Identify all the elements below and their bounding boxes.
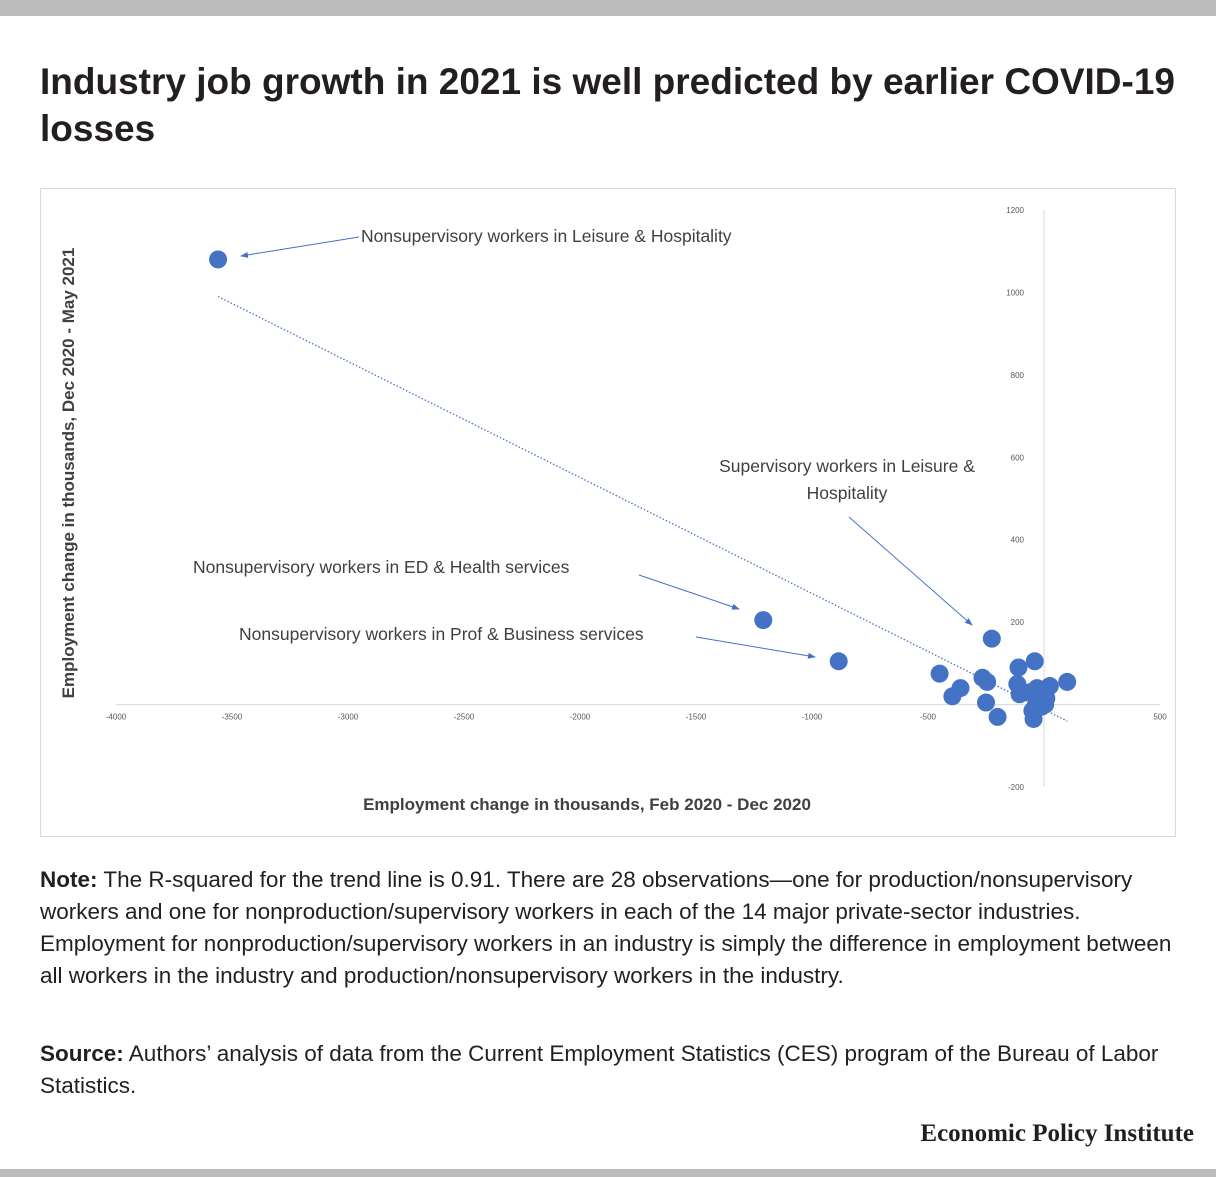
scatter-point — [829, 652, 848, 671]
source-label: Source: — [40, 1041, 124, 1066]
chart-frame: -4000 -3500 -3000 -2500 -2000 -1500 -1000 -500 5… — [40, 188, 1176, 837]
note-label: Note: — [40, 867, 98, 892]
x-tick-label: -1000 — [802, 713, 823, 722]
y-tick-label: 400 — [1011, 536, 1025, 545]
scatter-point — [982, 629, 1001, 648]
annotation-label: Supervisory workers in Leisure & — [719, 456, 975, 476]
y-tick-label: 200 — [1011, 618, 1025, 627]
y-tick-label: 600 — [1011, 453, 1025, 462]
x-tick-label: -500 — [920, 713, 937, 722]
annotation-label: Nonsupervisory workers in Leisure & Hosp… — [361, 226, 732, 246]
note-text: The R-squared for the trend line is 0.91… — [40, 867, 1172, 988]
chart-title: Industry job growth in 2021 is well pred… — [40, 61, 1175, 149]
annotation-label: Nonsupervisory workers in ED & Health se… — [193, 557, 570, 577]
top-border-bar — [0, 0, 1216, 16]
annotation-arrow — [695, 636, 816, 659]
x-tick-label: -3500 — [222, 713, 243, 722]
x-tick-label: -3000 — [338, 713, 359, 722]
scatter-point — [978, 672, 997, 691]
scatter-chart: -4000 -3500 -3000 -2500 -2000 -1500 -1000 -500 5… — [59, 206, 1167, 814]
scatter-point — [1040, 677, 1059, 696]
scatter-point — [1025, 652, 1044, 671]
scatter-point — [1030, 693, 1049, 712]
scatter-point — [988, 707, 1007, 726]
scatter-point — [1024, 709, 1043, 728]
chart-note: Note: The R-squared for the trend line i… — [40, 864, 1180, 992]
annotation-arrow — [638, 574, 740, 610]
annotation-arrow — [848, 516, 973, 626]
annotation-arrow — [240, 236, 360, 258]
trend-line — [217, 295, 1068, 722]
y-axis-title: Employment change in thousands, Dec 2020… — [59, 248, 78, 699]
x-tick-label: 500 — [1153, 713, 1167, 722]
scatter-point — [1058, 672, 1077, 691]
annotation-label: Nonsupervisory workers in Prof & Busines… — [239, 624, 644, 644]
scatter-point — [977, 693, 995, 712]
y-tick-label: 800 — [1011, 371, 1025, 380]
x-tick-label: -2500 — [454, 713, 475, 722]
y-tick-label: 1000 — [1006, 288, 1024, 297]
annotation-label: Hospitality — [807, 483, 888, 503]
y-tick-label: 1200 — [1006, 206, 1024, 215]
scatter-point — [1009, 658, 1028, 677]
scatter-point — [209, 250, 228, 269]
scatter-point — [930, 664, 949, 683]
bottom-border-bar — [0, 1169, 1216, 1177]
x-tick-label: -2000 — [570, 713, 591, 722]
x-tick-label: -1500 — [686, 713, 707, 722]
source-text: Authors’ analysis of data from the Curre… — [40, 1041, 1159, 1098]
y-tick-label: -200 — [1008, 783, 1025, 792]
scatter-point — [951, 679, 970, 698]
x-axis-title: Employment change in thousands, Feb 2020… — [363, 795, 811, 814]
chart-source: Source: Authors’ analysis of data from t… — [40, 1038, 1180, 1102]
x-tick-label: -4000 — [106, 713, 127, 722]
scatter-point — [754, 611, 773, 630]
brand-logo-text: Economic Policy Institute — [920, 1120, 1194, 1147]
